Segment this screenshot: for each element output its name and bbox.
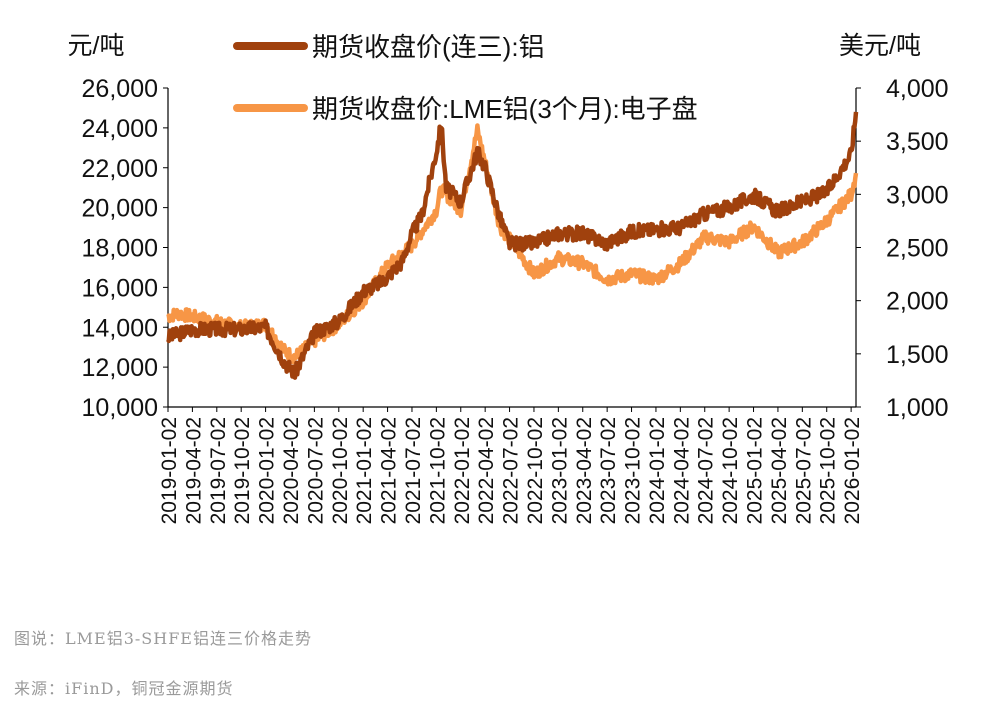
x-tick-label: 2020-04-02 bbox=[280, 417, 303, 524]
legend: 期货收盘价(连三):铝 期货收盘价:LME铝(3个月):电子盘 bbox=[233, 32, 698, 124]
x-tick-label: 2020-10-02 bbox=[329, 417, 352, 524]
x-tick-label: 2019-04-02 bbox=[182, 417, 205, 524]
right-tick-label: 1,500 bbox=[886, 341, 949, 369]
x-tick-label: 2023-07-02 bbox=[597, 417, 620, 524]
x-tick-label: 2023-01-02 bbox=[548, 417, 571, 524]
right-axis-unit: 美元/吨 bbox=[839, 32, 921, 60]
x-tick-label: 2025-04-02 bbox=[768, 417, 791, 524]
x-tick-label: 2025-01-02 bbox=[744, 417, 767, 524]
x-tick-label: 2019-07-02 bbox=[207, 417, 230, 524]
x-tick-label: 2022-07-02 bbox=[500, 417, 523, 524]
x-tick-label: 2025-10-02 bbox=[817, 417, 840, 524]
left-tick-label: 10,000 bbox=[82, 394, 158, 422]
x-tick-label: 2020-07-02 bbox=[304, 417, 327, 524]
left-tick-label: 26,000 bbox=[82, 75, 158, 103]
x-tick-label: 2024-10-02 bbox=[719, 417, 742, 524]
figure-caption: 图说：LME铝3-SHFE铝连三价格走势 bbox=[14, 629, 312, 648]
x-tick-label: 2022-04-02 bbox=[475, 417, 498, 524]
x-tick-label: 2019-10-02 bbox=[231, 417, 254, 524]
aluminum-price-chart: 10,000 12,000 14,000 16,000 18,000 20,000 22,0… bbox=[68, 32, 949, 524]
x-tick-label: 2021-01-02 bbox=[353, 417, 376, 524]
x-tick-label: 2025-07-02 bbox=[792, 417, 815, 524]
left-axis-unit: 元/吨 bbox=[68, 32, 125, 60]
axes-layer: 10,000 12,000 14,000 16,000 18,000 20,000 22,0… bbox=[82, 75, 949, 524]
x-tick-label: 2019-01-02 bbox=[158, 417, 181, 524]
legend-label-shfe: 期货收盘价(连三):铝 bbox=[312, 32, 545, 62]
right-tick-label: 1,000 bbox=[886, 394, 949, 422]
right-tick-label: 3,500 bbox=[886, 128, 949, 156]
legend-label-lme: 期货收盘价:LME铝(3个月):电子盘 bbox=[312, 94, 698, 124]
x-tick-label: 2021-10-02 bbox=[426, 417, 449, 524]
left-tick-label: 18,000 bbox=[82, 235, 158, 263]
left-tick-label: 14,000 bbox=[82, 314, 158, 342]
x-tick-label: 2024-04-02 bbox=[670, 417, 693, 524]
x-tick-label: 2024-01-02 bbox=[646, 417, 669, 524]
right-tick-label: 2,000 bbox=[886, 288, 949, 316]
x-tick-label: 2020-01-02 bbox=[256, 417, 279, 524]
series-layer bbox=[166, 111, 859, 380]
series-line-shfe bbox=[166, 111, 859, 380]
right-tick-label: 2,500 bbox=[886, 235, 949, 263]
left-tick-label: 20,000 bbox=[82, 195, 158, 223]
x-tick-label: 2023-10-02 bbox=[622, 417, 645, 524]
figure-source: 来源：iFinD，铜冠金源期货 bbox=[14, 679, 234, 698]
left-tick-label: 22,000 bbox=[82, 155, 158, 183]
left-tick-label: 12,000 bbox=[82, 354, 158, 382]
x-tick-label: 2022-01-02 bbox=[451, 417, 474, 524]
x-tick-label: 2021-07-02 bbox=[402, 417, 425, 524]
right-tick-label: 4,000 bbox=[886, 75, 949, 103]
x-tick-label: 2026-01-02 bbox=[841, 417, 864, 524]
x-tick-label: 2021-04-02 bbox=[378, 417, 401, 524]
x-tick-label: 2023-04-02 bbox=[573, 417, 596, 524]
x-tick-label: 2022-10-02 bbox=[524, 417, 547, 524]
right-tick-label: 3,000 bbox=[886, 181, 949, 209]
left-tick-label: 16,000 bbox=[82, 274, 158, 302]
left-tick-label: 24,000 bbox=[82, 115, 158, 143]
x-tick-label: 2024-07-02 bbox=[695, 417, 718, 524]
